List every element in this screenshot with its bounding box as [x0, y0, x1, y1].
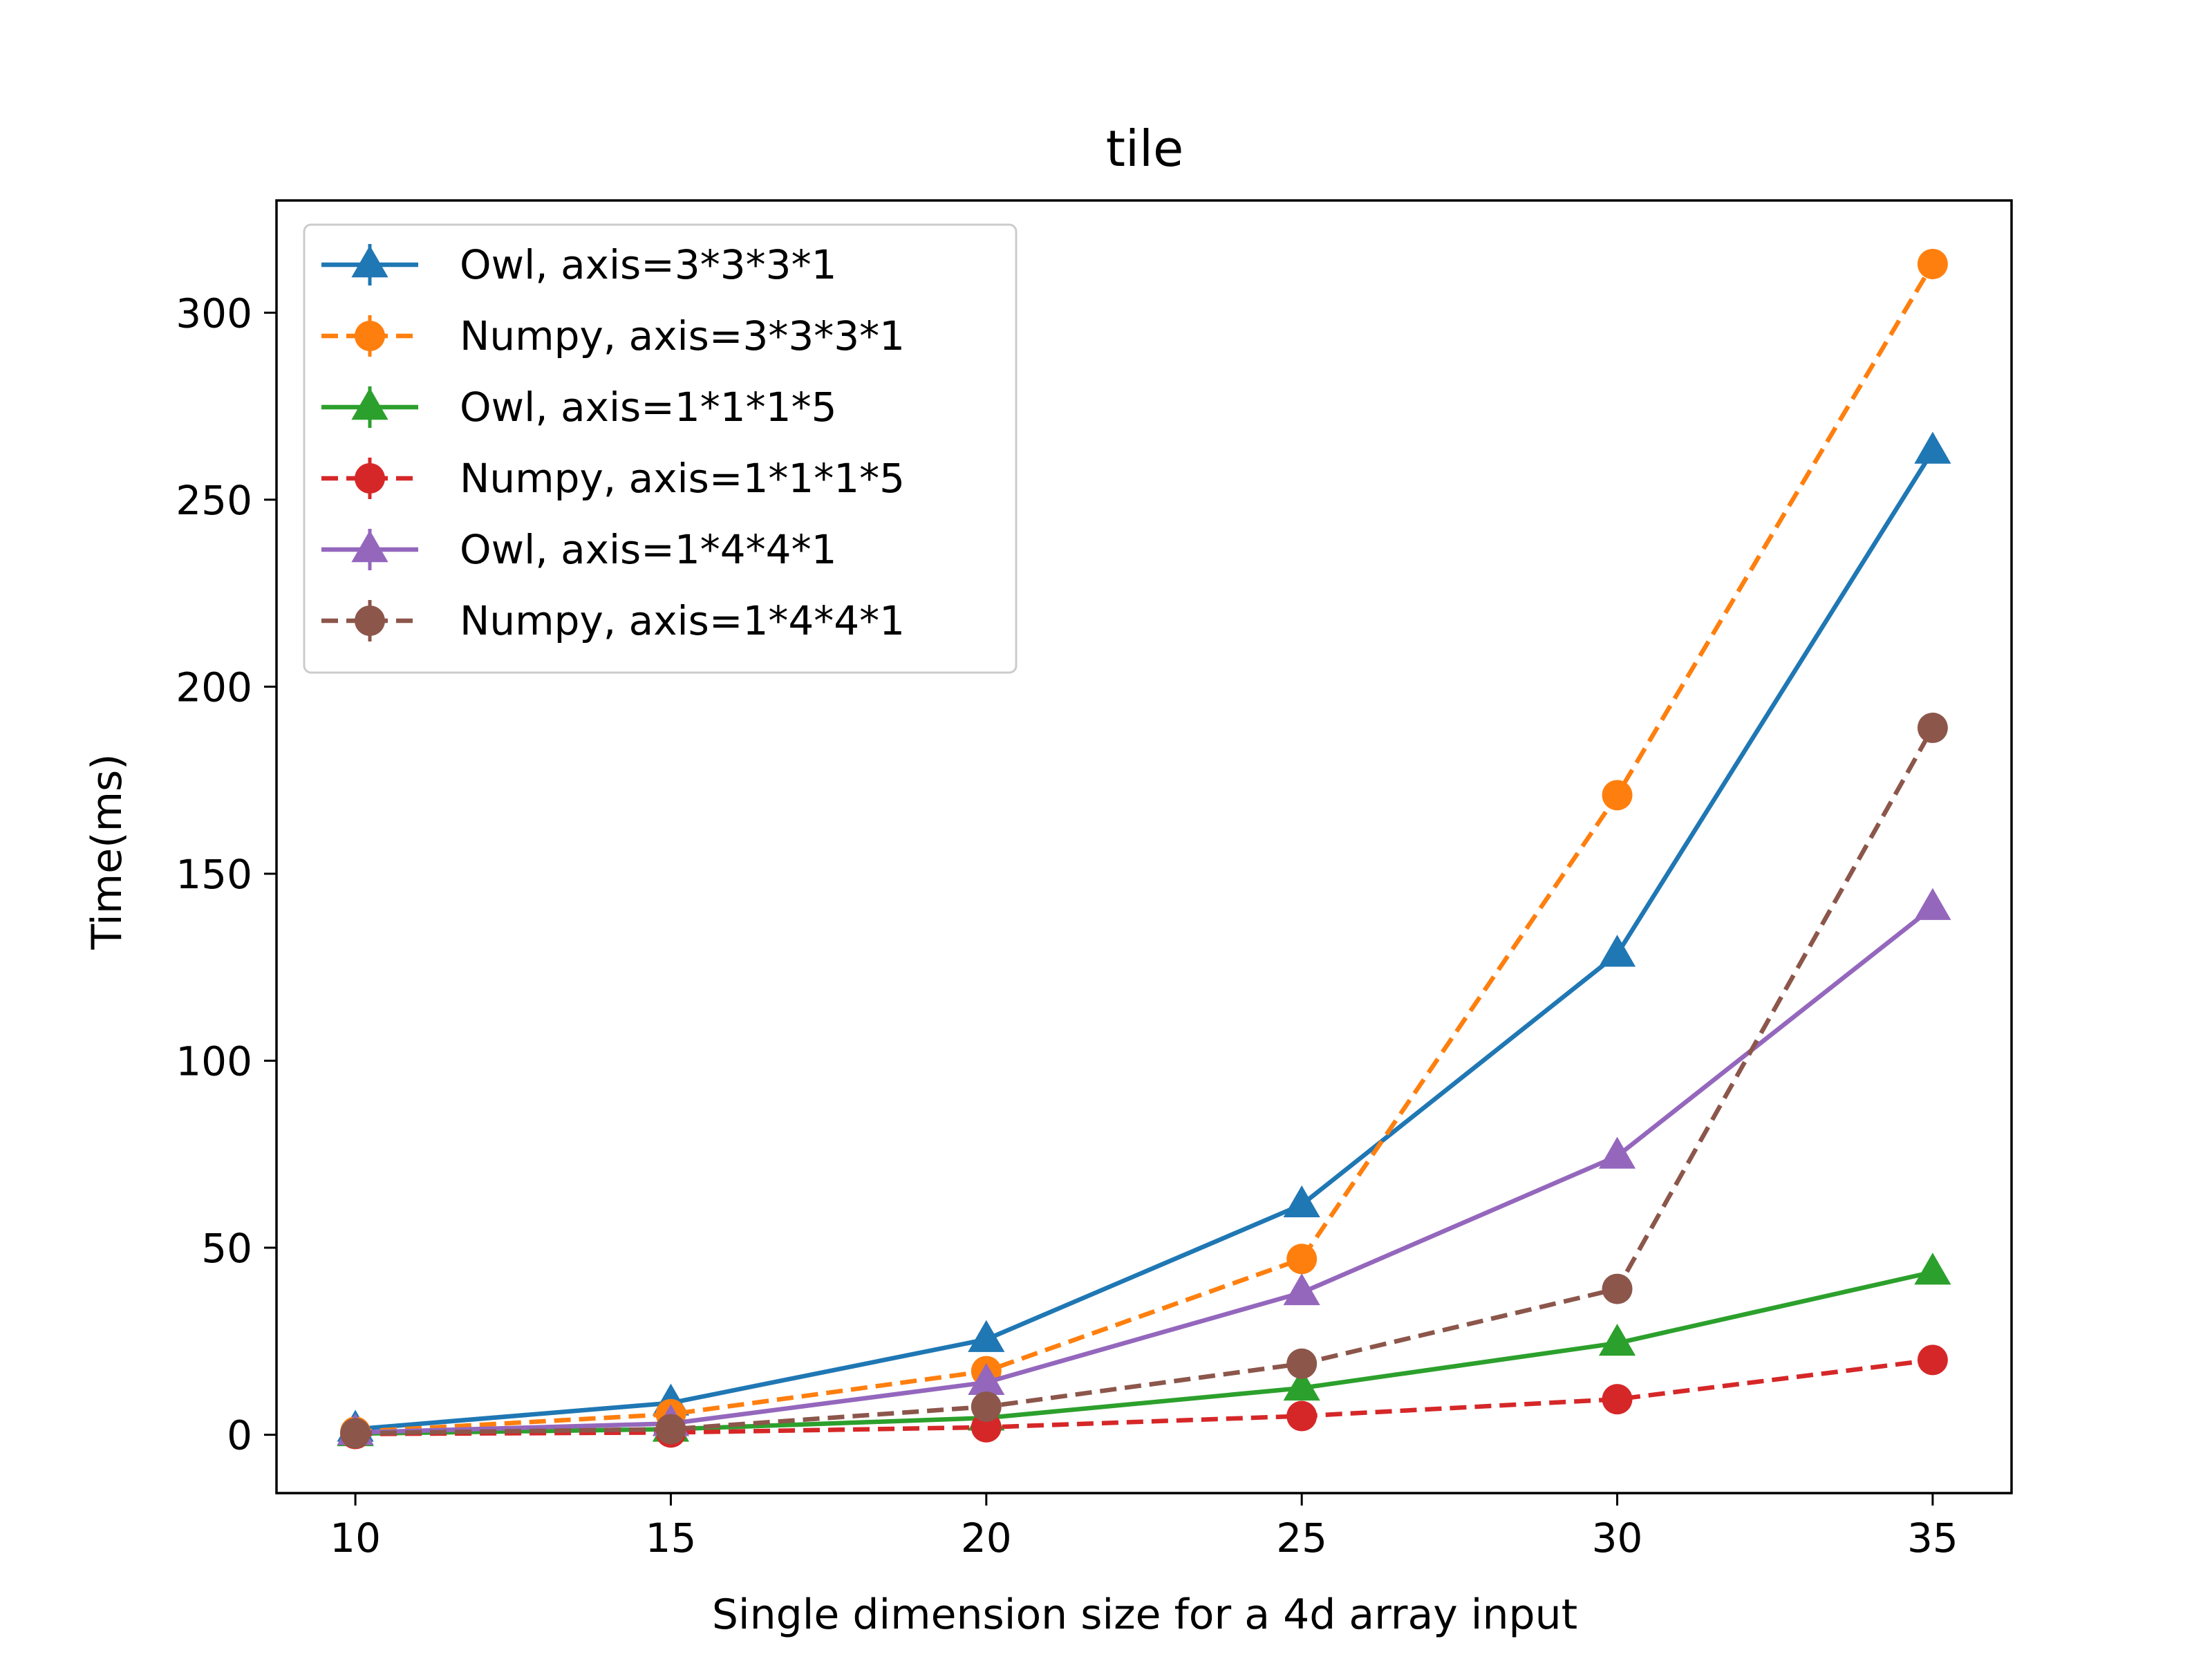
data-point — [968, 1320, 1005, 1352]
plot-area: 10 15 20 25 30 35 0 50 100 150 200 250 300 — [176, 199, 2013, 1562]
y-tick-label: 0 — [227, 1412, 252, 1459]
data-point — [340, 1418, 371, 1449]
legend-marker — [355, 606, 385, 636]
legend-entry: Owl, axis=3*3*3*1 — [321, 241, 836, 288]
series-line — [355, 449, 1935, 1432]
legend-label: Numpy, axis=1*1*1*5 — [460, 455, 905, 502]
data-point — [1286, 1400, 1318, 1432]
data-point — [1602, 780, 1633, 811]
data-point — [968, 1362, 1005, 1396]
data-point — [1917, 712, 1948, 743]
x-tick-label: 10 — [330, 1515, 381, 1562]
legend-marker — [351, 245, 388, 278]
y-tick-label: 100 — [176, 1038, 252, 1085]
legend-label: Numpy, axis=1*4*4*1 — [460, 597, 905, 644]
data-point — [1286, 1244, 1318, 1275]
legend-label: Owl, axis=1*1*1*5 — [460, 384, 836, 431]
legend-entry: Numpy, axis=1*1*1*5 — [321, 455, 905, 502]
data-point — [1283, 1368, 1320, 1401]
legend-entry: Owl, axis=1*4*4*1 — [321, 526, 836, 573]
series-1 — [337, 431, 1951, 1442]
legend: Owl, axis=3*3*3*1 Numpy, axis=3*3*3*1 Owl,… — [303, 223, 1018, 674]
y-tick-label: 200 — [176, 664, 252, 711]
legend-label: Owl, axis=1*4*4*1 — [460, 526, 836, 573]
x-tick-label: 30 — [1592, 1515, 1643, 1562]
data-point — [971, 1391, 1002, 1423]
data-point — [1602, 1384, 1633, 1415]
y-tick-label: 150 — [176, 851, 252, 898]
x-tick-label: 25 — [1276, 1515, 1327, 1562]
data-point — [1598, 1324, 1636, 1356]
data-point — [1602, 1273, 1633, 1304]
y-axis-label: Time(ms) — [83, 753, 131, 950]
series-6 — [340, 712, 1948, 1449]
legend-marker — [355, 321, 385, 351]
data-point — [1598, 935, 1636, 967]
x-tick-label: 15 — [646, 1515, 697, 1562]
y-tick-label: 300 — [176, 290, 252, 337]
data-point — [1283, 1185, 1320, 1218]
x-tick-label: 20 — [961, 1515, 1012, 1562]
legend-entry: Numpy, axis=3*3*3*1 — [321, 312, 905, 359]
series-line — [355, 906, 1934, 1435]
data-point — [1914, 1253, 1951, 1285]
series-line — [355, 1358, 1933, 1436]
legend-label: Numpy, axis=3*3*3*1 — [460, 312, 905, 359]
x-axis-label: Single dimension size for a 4d array inp… — [712, 1591, 1577, 1639]
y-tick-label: 50 — [201, 1225, 252, 1272]
axes-frame — [275, 199, 2013, 1494]
y-tick-label: 250 — [176, 477, 252, 524]
data-point — [1914, 431, 1951, 464]
legend-marker — [351, 530, 388, 563]
data-point — [1917, 248, 1948, 279]
data-point — [1598, 1136, 1636, 1169]
legend-marker — [351, 388, 388, 420]
data-point — [1914, 888, 1951, 920]
chart-title: tile — [1106, 120, 1184, 178]
legend-box — [303, 223, 1018, 674]
legend-entry: Owl, axis=1*1*1*5 — [321, 384, 836, 431]
legend-marker — [355, 463, 385, 494]
legend-label: Owl, axis=3*3*3*1 — [460, 241, 836, 288]
data-point — [1917, 1344, 1948, 1376]
data-point — [1283, 1273, 1320, 1306]
series-line — [355, 263, 1935, 1434]
x-tick-label: 35 — [1907, 1515, 1958, 1562]
data-point — [1286, 1348, 1318, 1379]
data-point — [655, 1414, 686, 1445]
series-line — [355, 727, 1935, 1436]
legend-entry: Numpy, axis=1*4*4*1 — [321, 597, 905, 644]
